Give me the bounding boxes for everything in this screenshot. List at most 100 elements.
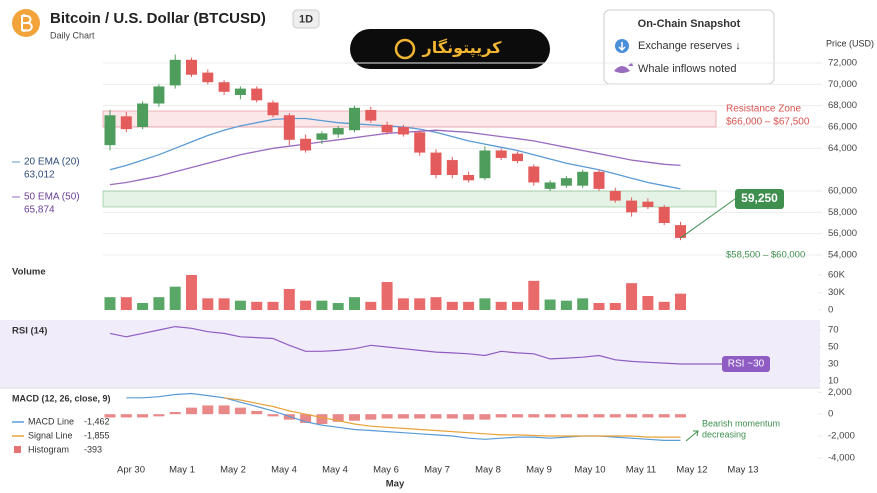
histogram-bar [234,407,246,415]
volume-bar [234,300,246,310]
volume-bar [316,300,328,310]
histogram-bar [267,414,279,417]
histogram-bar [642,414,654,418]
y-tick-label: 54,000 [828,250,857,261]
logo-pill [350,29,550,69]
histogram-bar [626,414,638,418]
legend-value: 63,012 [24,170,55,181]
volume-bar [446,301,458,310]
histogram-bar [137,414,149,418]
annotation: decreasing [702,429,746,439]
legend-value: 65,874 [24,205,55,216]
histogram-legend-swatch [14,446,21,453]
bitcoin-icon [12,9,40,37]
zone-range-label: $66,000 – $67,500 [726,117,810,128]
histogram-bar [397,414,409,419]
panel-title: MACD (12, 26, close, 9) [12,393,111,403]
candle-body [528,166,540,183]
legend-label: 50 EMA (50) [24,192,80,203]
x-tick-label: May 10 [574,465,605,476]
histogram-bar [349,414,360,421]
x-tick-label: May 12 [676,465,707,476]
ema-line [109,129,681,186]
chart-subtitle: Daily Chart [50,30,95,40]
histogram-bar [512,414,523,418]
volume-bar [658,301,670,310]
candle-body [120,116,132,130]
annotation-arrow [685,430,699,442]
x-tick-label: May 9 [526,465,552,476]
candle-body [169,59,181,86]
histogram-bar [218,405,230,415]
x-tick-label: May 4 [271,465,297,476]
snapshot-title: On-Chain Snapshot [638,18,741,30]
y-tick-label: 68,000 [828,100,857,111]
histogram-bar [202,405,214,415]
y-tick-label: 60K [828,270,846,281]
rsi-panel [0,320,820,388]
snapshot-item: Exchange reserves ↓ [638,40,741,52]
candle-body [202,72,214,83]
volume-bar [544,299,556,310]
volume-bar [675,293,686,310]
candle-body [104,115,116,146]
candle-body [267,102,279,116]
volume-bar [365,301,377,310]
candle-body [332,128,344,135]
interval-label: 1D [299,13,313,25]
volume-bar [218,298,230,310]
volume-bar [642,296,654,310]
candle-body [626,200,638,213]
candle-body [446,160,458,175]
candle-body [593,171,605,189]
candle-body [675,225,686,238]
volume-bar [300,300,312,310]
volume-bar [479,298,491,310]
y-tick-label: 70 [828,325,839,336]
candle-body [251,88,263,101]
volume-bar [528,280,540,310]
reserves-arrow [618,42,626,52]
histogram-bar [316,414,328,424]
histogram-bar [446,414,458,419]
rsi-tag-label: RSI ~30 [728,359,765,370]
candle-body [153,86,165,104]
y-tick-label: 64,000 [828,143,857,154]
histogram-bar [120,414,132,418]
volume-bar [332,303,344,310]
price-pointer [680,198,736,239]
y-tick-label: 30K [828,287,846,298]
y-tick-label: 56,000 [828,228,857,239]
candle-body [349,107,360,131]
candle-body [609,191,621,201]
ema-line [109,117,681,190]
chart-title: Bitcoin / U.S. Dollar (BTCUSD) [50,10,266,27]
rsi-line [109,325,681,365]
legend-label: MACD Line [28,416,74,426]
histogram-bar [495,414,507,418]
candle-body [381,124,393,133]
candle-body [544,182,556,189]
histogram-bar [251,410,263,415]
histogram-bar [658,414,670,418]
y-tick-label: 0 [828,409,833,420]
logo-text: کریپتونگار [422,38,503,58]
legend-value: -1,855 [84,430,110,440]
candle-body [463,175,475,181]
legend-value: -1,462 [84,416,110,426]
volume-bar [137,303,149,310]
candle-body [300,138,312,151]
histogram-bar [609,414,621,418]
volume-bar [560,300,572,310]
candle-body [234,88,246,95]
volume-bar [512,301,523,310]
volume-bar [202,298,214,310]
histogram-bar [332,414,344,422]
candle-body [430,152,442,175]
histogram-bar [675,414,686,418]
candle-body [414,132,426,153]
volume-bar [495,301,507,310]
histogram-bar [169,412,181,415]
volume-bar [381,282,393,310]
